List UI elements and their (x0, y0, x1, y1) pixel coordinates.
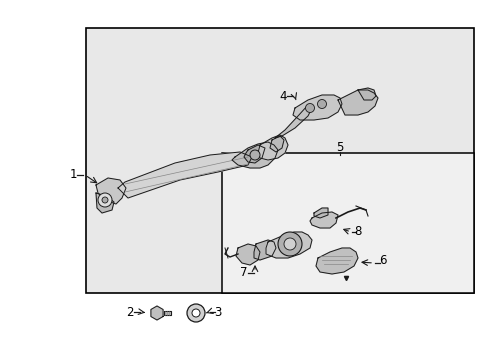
Polygon shape (96, 193, 114, 213)
Polygon shape (253, 240, 275, 260)
Polygon shape (231, 142, 278, 168)
Circle shape (249, 150, 260, 160)
Polygon shape (269, 136, 284, 152)
Polygon shape (274, 105, 311, 138)
Polygon shape (236, 244, 260, 265)
Circle shape (278, 232, 302, 256)
Circle shape (98, 193, 112, 207)
Circle shape (284, 238, 295, 250)
Text: 4: 4 (279, 90, 286, 103)
Text: 3: 3 (214, 306, 221, 319)
Polygon shape (313, 208, 327, 218)
Text: 2: 2 (126, 306, 134, 319)
Polygon shape (337, 90, 377, 115)
Bar (222, 153, 473, 293)
Text: 8: 8 (354, 225, 361, 238)
Circle shape (192, 309, 200, 317)
Text: 1: 1 (69, 168, 77, 181)
Polygon shape (309, 212, 337, 228)
Circle shape (305, 104, 314, 112)
Bar (86, 28, 473, 293)
Polygon shape (163, 311, 171, 315)
Text: 7: 7 (240, 266, 247, 279)
Circle shape (186, 304, 204, 322)
Polygon shape (315, 248, 357, 274)
Text: 5: 5 (336, 141, 343, 154)
Polygon shape (357, 88, 375, 100)
Polygon shape (265, 232, 311, 258)
Polygon shape (258, 135, 287, 160)
Polygon shape (151, 306, 163, 320)
Polygon shape (292, 95, 341, 120)
Polygon shape (96, 178, 126, 204)
Polygon shape (118, 152, 251, 198)
Circle shape (102, 197, 108, 203)
Circle shape (317, 99, 326, 108)
Polygon shape (244, 145, 264, 163)
Text: 6: 6 (379, 255, 386, 267)
